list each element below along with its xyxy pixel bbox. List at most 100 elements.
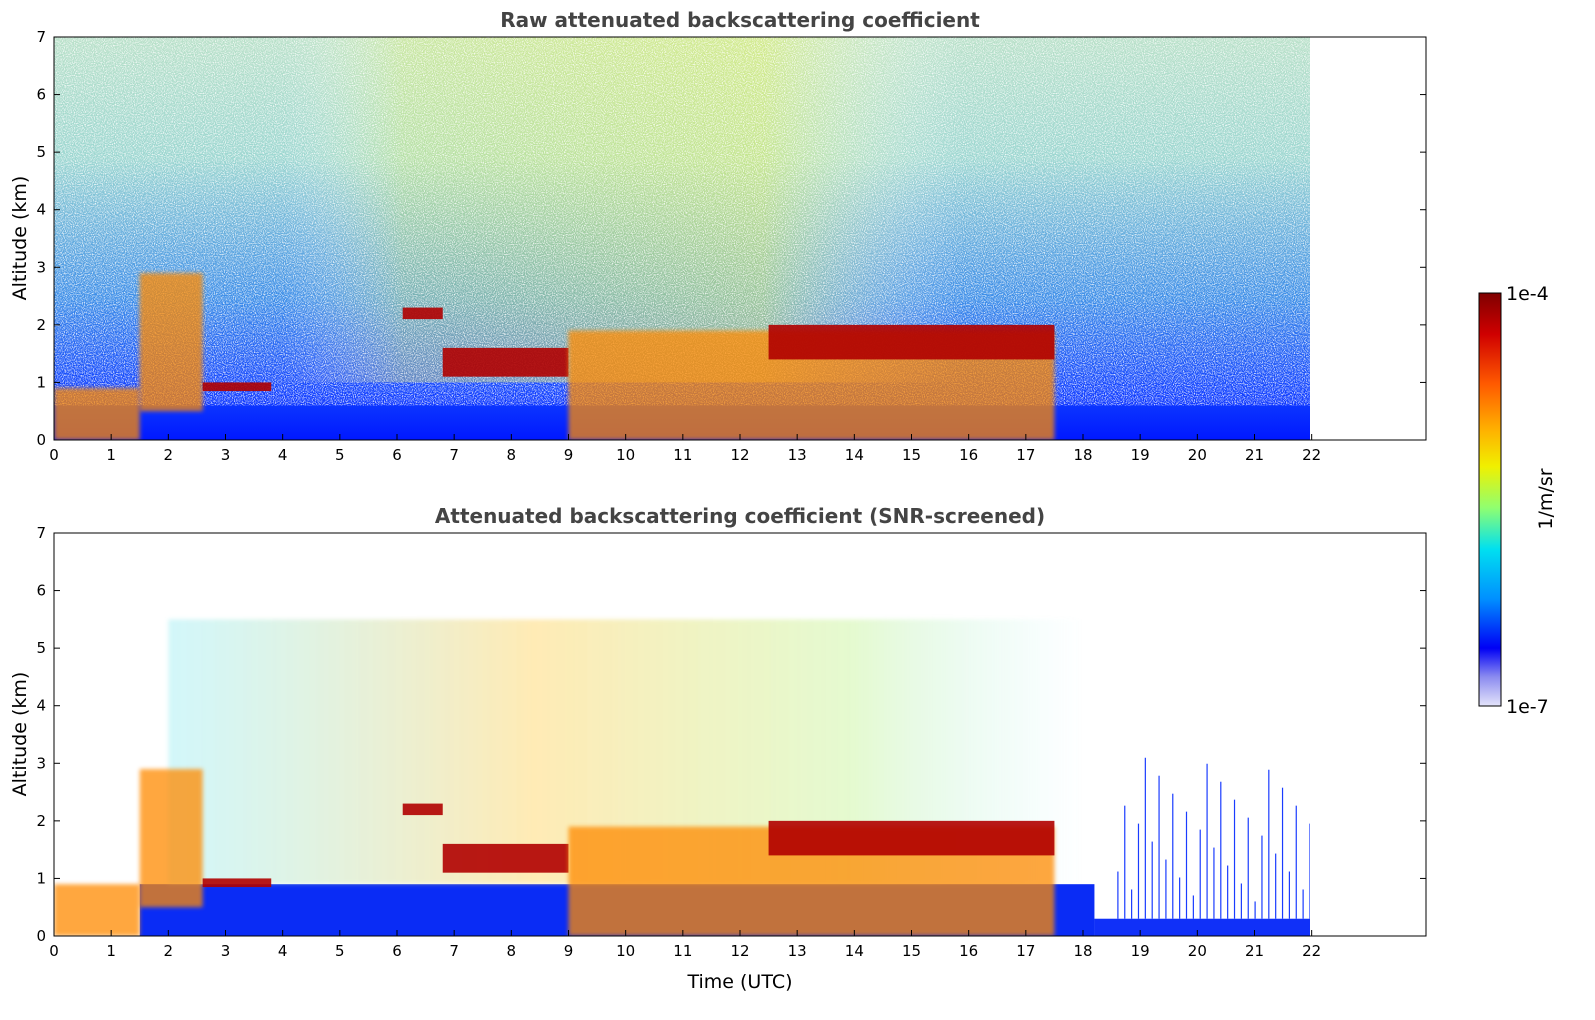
y-tick-label: 6 — [36, 582, 46, 600]
x-tick-label: 13 — [788, 942, 807, 960]
x-tick-label: 20 — [1188, 446, 1207, 464]
x-tick-label: 10 — [616, 942, 635, 960]
feature-1 — [139, 769, 203, 908]
y-tick-label: 0 — [36, 431, 46, 449]
x-tick-label: 4 — [278, 446, 288, 464]
profile-streak — [1275, 853, 1277, 919]
x-tick-label: 19 — [1131, 446, 1150, 464]
profile-streak — [1172, 793, 1174, 919]
colorbar-label: 1/m/sr — [1535, 468, 1557, 529]
profile-streak — [1151, 841, 1153, 919]
y-tick-label: 0 — [36, 927, 46, 945]
x-tick-label: 4 — [278, 942, 288, 960]
panel-raw: Raw attenuated backscattering coefficien… — [9, 8, 1427, 464]
feature-2 — [202, 878, 272, 888]
x-axis: 0 1 2 3 4 5 6 7 8 9 10 11 12 13 14 15 16 17 18 19 20 21 22 — [49, 434, 1321, 464]
profile-streak — [1124, 805, 1126, 919]
x-tick-label: 7 — [449, 942, 459, 960]
feature-3 — [402, 803, 443, 816]
profile-streak — [1144, 757, 1146, 919]
profile-streak — [1227, 865, 1229, 919]
profile-streak — [1302, 889, 1304, 919]
y-tick-label: 1 — [36, 869, 46, 887]
x-tick-label: 14 — [845, 446, 864, 464]
profile-streak — [1220, 781, 1222, 919]
x-tick-label: 19 — [1131, 942, 1150, 960]
x-tick-label: 7 — [449, 446, 459, 464]
x-tick-label: 18 — [1073, 446, 1092, 464]
x-tick-label: 12 — [730, 446, 749, 464]
x-tick-label: 17 — [1016, 942, 1035, 960]
x-tick-label: 1 — [106, 942, 116, 960]
x-tick-label: 0 — [49, 942, 59, 960]
x-tick-label: 20 — [1188, 942, 1207, 960]
profile-streak — [1281, 787, 1284, 919]
feature-4 — [442, 347, 569, 377]
feature-6 — [768, 820, 1055, 856]
profile-streak — [1137, 823, 1140, 919]
y-tick-label: 3 — [36, 258, 46, 276]
profile-streak — [1247, 817, 1249, 919]
y-tick-label: 2 — [36, 812, 46, 830]
colorbar-max-label: 1e-4 — [1506, 283, 1549, 305]
x-tick-label: 15 — [902, 446, 921, 464]
x-tick-label: 12 — [730, 942, 749, 960]
profile-streak — [1131, 889, 1133, 919]
chart-title: Attenuated backscattering coefficient (S… — [435, 504, 1045, 528]
x-tick-label: 5 — [335, 942, 345, 960]
x-tick-label: 16 — [959, 942, 978, 960]
chart-title: Raw attenuated backscattering coefficien… — [500, 8, 980, 32]
profile-streak — [1179, 877, 1181, 919]
profile-streak — [1199, 829, 1201, 919]
x-tick-label: 22 — [1302, 942, 1321, 960]
x-tick-label: 2 — [164, 446, 174, 464]
x-axis-label: Time (UTC) — [686, 971, 792, 993]
x-tick-label: 16 — [959, 446, 978, 464]
colorbar-min-label: 1e-7 — [1506, 696, 1549, 718]
y-tick-label: 7 — [36, 28, 46, 46]
near-surface-layer — [1094, 918, 1310, 936]
profile-streak — [1261, 835, 1263, 919]
feature-4 — [442, 843, 569, 873]
x-tick-label: 21 — [1245, 942, 1264, 960]
y-tick-label: 5 — [36, 639, 46, 657]
x-axis: 0 1 2 3 4 5 6 7 8 9 10 11 12 13 14 15 16 17 18 19 20 21 22 — [49, 930, 1321, 960]
y-tick-label: 4 — [36, 697, 46, 715]
y-axis-label: Altitude (km) — [9, 176, 31, 301]
feature-6 — [768, 324, 1055, 360]
x-tick-label: 11 — [673, 446, 692, 464]
x-tick-label: 9 — [564, 446, 574, 464]
profile-streak — [1309, 823, 1310, 919]
y-axis-label: Altitude (km) — [9, 672, 31, 797]
x-tick-label: 22 — [1302, 446, 1321, 464]
heatmap-snr-screened — [54, 619, 1310, 936]
feature-0 — [54, 388, 140, 440]
x-tick-label: 6 — [392, 942, 402, 960]
x-tick-label: 8 — [507, 446, 517, 464]
profile-streak — [1165, 859, 1167, 919]
x-tick-label: 14 — [845, 942, 864, 960]
profile-streak — [1233, 799, 1236, 919]
x-tick-label: 13 — [788, 446, 807, 464]
y-axis: 0 1 2 3 4 5 6 7 — [36, 28, 1426, 449]
profile-streak — [1117, 871, 1119, 919]
feature-1 — [139, 273, 203, 412]
x-tick-label: 11 — [673, 942, 692, 960]
y-tick-label: 3 — [36, 754, 46, 772]
profile-streak — [1213, 847, 1215, 919]
x-tick-label: 10 — [616, 446, 635, 464]
profile-streak — [1158, 775, 1160, 919]
x-tick-label: 5 — [335, 446, 345, 464]
profile-streak — [1295, 805, 1297, 919]
y-tick-label: 4 — [36, 201, 46, 219]
x-tick-label: 2 — [164, 942, 174, 960]
feature-3 — [402, 307, 443, 320]
feature-2 — [202, 382, 272, 392]
y-tick-label: 1 — [36, 373, 46, 391]
x-tick-label: 17 — [1016, 446, 1035, 464]
x-tick-label: 21 — [1245, 446, 1264, 464]
x-tick-label: 6 — [392, 446, 402, 464]
x-tick-label: 0 — [49, 446, 59, 464]
y-tick-label: 2 — [36, 316, 46, 334]
